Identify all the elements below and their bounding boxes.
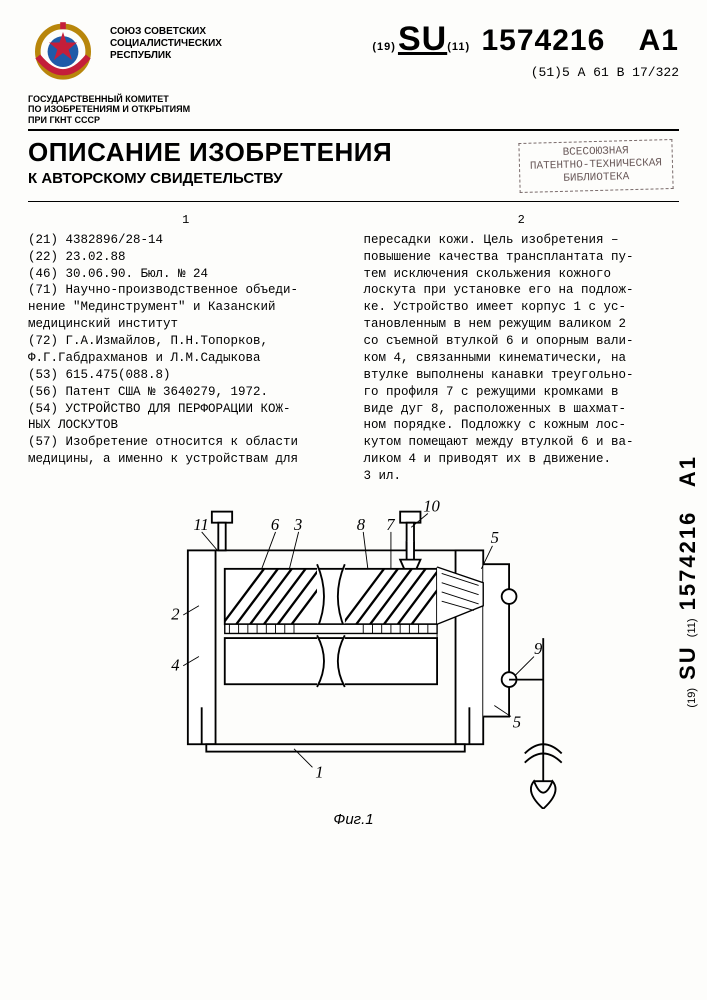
callout: 6: [270, 515, 279, 534]
right-text: пересадки кожи. Цель изобретения – повыш…: [364, 232, 680, 485]
figure-caption: Фиг.1: [28, 811, 679, 828]
column-left: 1 (21) 4382896/28-14 (22) 23.02.88 (46) …: [28, 212, 344, 485]
callout: 3: [293, 515, 302, 534]
library-stamp: ВСЕСОЮЗНАЯ ПАТЕНТНО-ТЕХНИЧЕСКАЯ БИБЛИОТЕ…: [518, 139, 673, 193]
callout: 5: [490, 528, 498, 547]
callout: 7: [386, 515, 395, 534]
divider: [28, 201, 679, 202]
callout: 8: [356, 515, 365, 534]
document-subtitle: К АВТОРСКОМУ СВИДЕТЕЛЬСТВУ: [28, 170, 392, 187]
figure-1: 11 2 4 6 3 8 7 10 5 5 9 1: [28, 495, 679, 809]
callout: 2: [171, 605, 179, 624]
side-publication-number: (19) SU (11) 1574216 A1: [675, 455, 701, 708]
ussr-emblem-icon: [28, 18, 98, 88]
callout: 10: [423, 497, 440, 516]
divider: [28, 129, 679, 131]
column-right: 2 пересадки кожи. Цель изобретения – пов…: [364, 212, 680, 485]
publication-number: (19)SU(11) 1574216 A1: [252, 18, 679, 59]
callout: 4: [171, 655, 179, 674]
left-text: (21) 4382896/28-14 (22) 23.02.88 (46) 30…: [28, 232, 344, 468]
committee-name: ГОСУДАРСТВЕННЫЙ КОМИТЕТ ПО ИЗОБРЕТЕНИЯМ …: [28, 94, 238, 125]
body-columns: 1 (21) 4382896/28-14 (22) 23.02.88 (46) …: [28, 212, 679, 485]
callout: 11: [193, 515, 208, 534]
ipc-code: (51)5 A 61 B 17/322: [252, 65, 679, 80]
callout: 1: [315, 762, 323, 781]
document-title: ОПИСАНИЕ ИЗОБРЕТЕНИЯ: [28, 137, 392, 168]
union-name: СОЮЗ СОВЕТСКИХ СОЦИАЛИСТИЧЕСКИХ РЕСПУБЛИ…: [110, 18, 240, 62]
callout: 9: [533, 639, 542, 658]
callout: 5: [512, 713, 520, 732]
